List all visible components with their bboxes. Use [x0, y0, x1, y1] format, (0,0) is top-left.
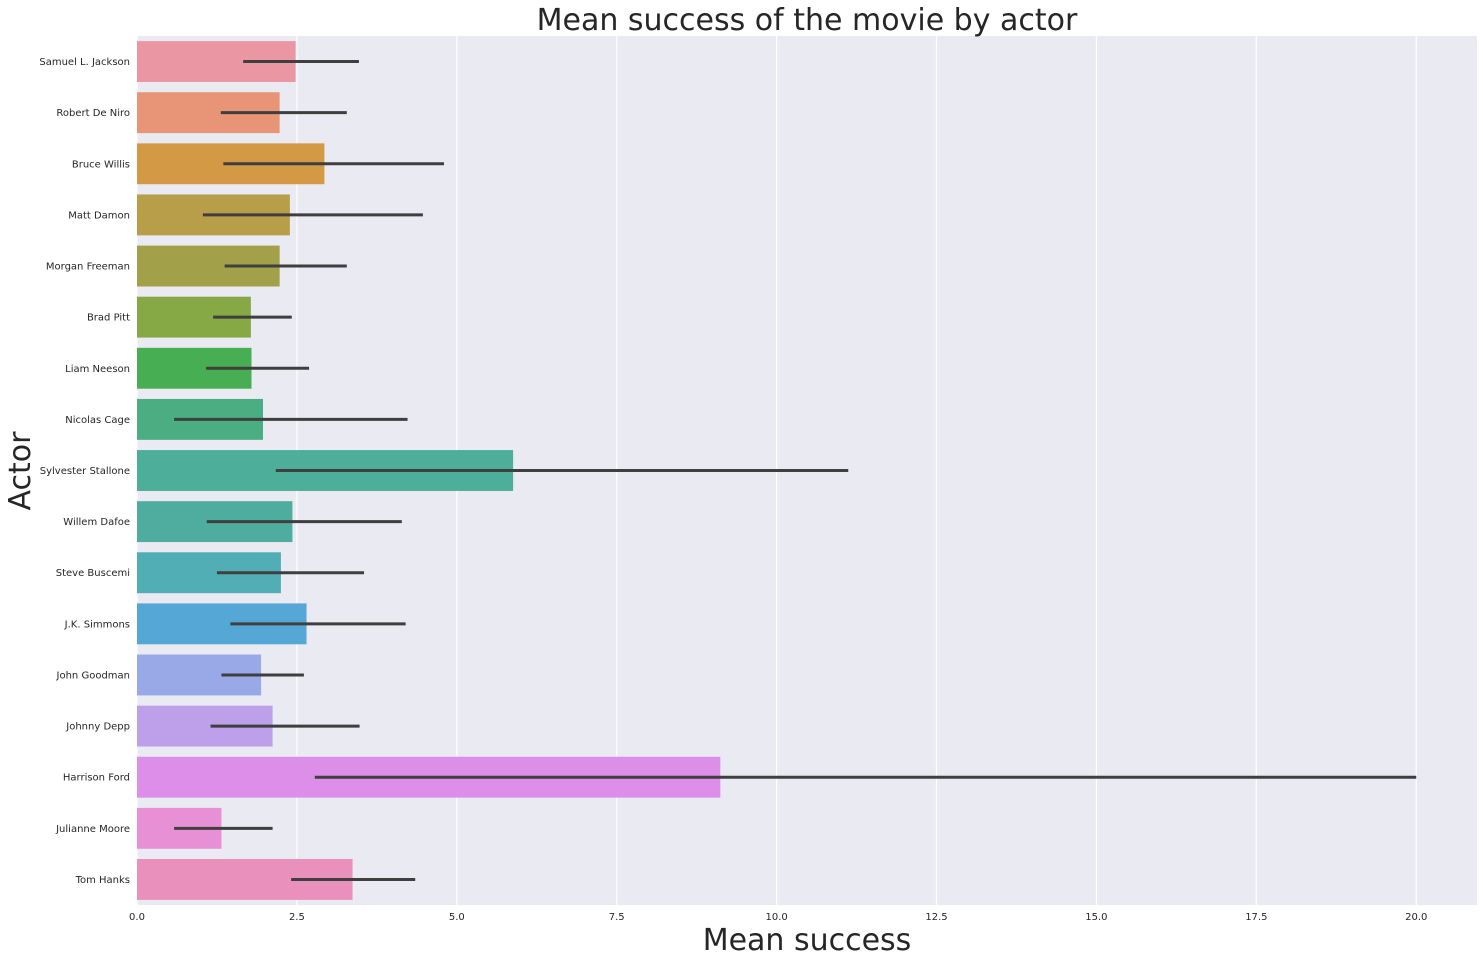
y-tick-label: Willem Dafoe — [63, 517, 130, 528]
y-tick-label: Johnny Depp — [65, 722, 130, 733]
y-axis-label: Actor — [3, 431, 38, 511]
x-tick-label: 12.5 — [925, 912, 947, 923]
bars — [137, 41, 721, 900]
error-bars — [174, 60, 1417, 881]
x-tick-labels: 0.0 2.5 5.0 7.5 10.0 12.5 15.0 17.5 20.0 — [129, 912, 1427, 923]
x-tick-label: 5.0 — [449, 912, 465, 923]
x-axis-label: Mean success — [703, 923, 912, 958]
x-tick-label: 15.0 — [1085, 912, 1107, 923]
x-tick-label: 7.5 — [609, 912, 625, 923]
y-tick-label: Samuel L. Jackson — [39, 57, 130, 68]
y-tick-label: Steve Buscemi — [56, 568, 130, 579]
y-tick-label: Sylvester Stallone — [40, 466, 130, 477]
x-tick-label: 2.5 — [289, 912, 305, 923]
y-tick-label: John Goodman — [56, 670, 130, 681]
x-tick-label: 10.0 — [765, 912, 787, 923]
y-tick-label: Bruce Willis — [72, 159, 130, 170]
y-tick-labels: Samuel L. Jackson Robert De Niro Bruce Wil… — [39, 57, 130, 886]
y-tick-label: J.K. Simmons — [64, 619, 130, 630]
y-tick-label: Morgan Freeman — [46, 262, 130, 273]
y-tick-label: Nicolas Cage — [65, 415, 130, 426]
y-tick-label: Harrison Ford — [63, 773, 130, 784]
y-tick-label: Liam Neeson — [65, 364, 130, 375]
y-tick-label: Robert De Niro — [56, 108, 130, 119]
y-tick-label: Brad Pitt — [87, 313, 130, 324]
y-tick-label: Matt Damon — [68, 210, 130, 221]
y-tick-label: Tom Hanks — [75, 875, 130, 886]
x-tick-label: 0.0 — [129, 912, 145, 923]
x-tick-label: 17.5 — [1245, 912, 1267, 923]
y-tick-label: Julianne Moore — [55, 824, 130, 835]
x-tick-label: 20.0 — [1405, 912, 1427, 923]
chart-title: Mean success of the movie by actor — [537, 3, 1078, 38]
